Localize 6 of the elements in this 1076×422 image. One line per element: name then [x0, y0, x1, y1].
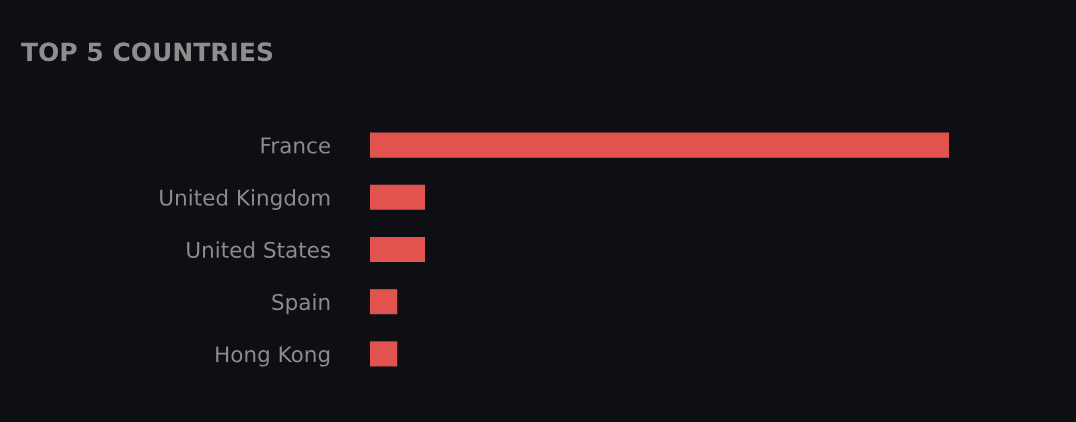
y-tick-label: Hong Kong: [216, 346, 330, 367]
y-tick-label: United Kingdom: [160, 189, 330, 210]
text: TOP 5 COUNTRIES: [21, 42, 273, 62]
y-tick-label: Spain: [272, 293, 330, 315]
y-tick-label: France: [261, 137, 330, 154]
y-tick-label: United States: [187, 241, 331, 258]
